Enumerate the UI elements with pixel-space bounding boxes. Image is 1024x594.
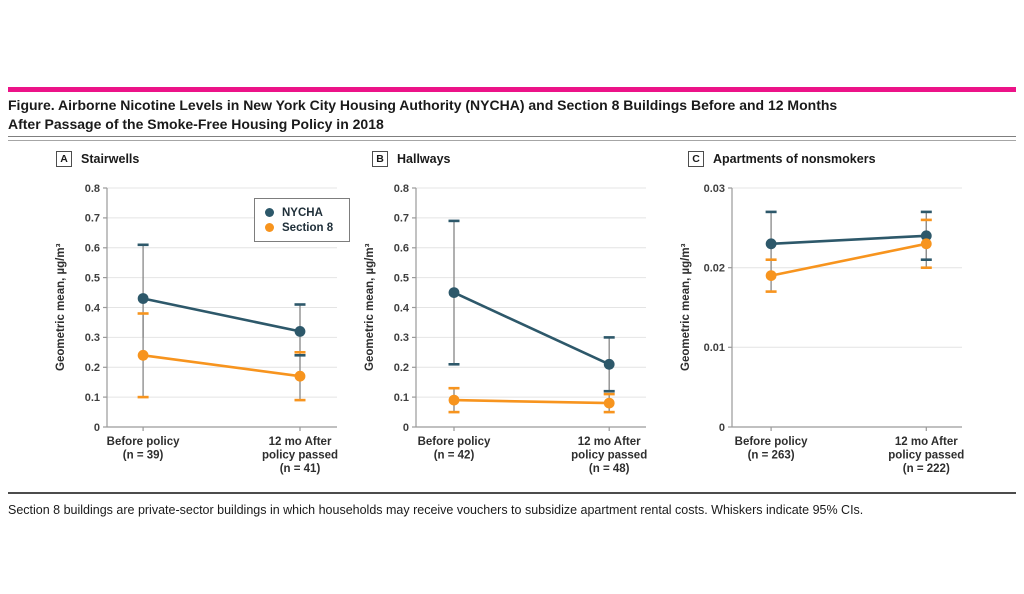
top-accent-bar	[8, 87, 1016, 92]
svg-text:0.1: 0.1	[85, 392, 100, 404]
svg-text:(n = 48): (n = 48)	[589, 463, 630, 475]
panel-c-letter-badge: C	[688, 151, 704, 167]
svg-text:12 mo After: 12 mo After	[578, 436, 641, 448]
section8-marker-icon	[265, 223, 274, 232]
svg-text:0: 0	[94, 422, 100, 434]
svg-text:0.6: 0.6	[394, 243, 409, 255]
svg-text:0.2: 0.2	[85, 362, 100, 374]
svg-text:0.6: 0.6	[85, 243, 100, 255]
svg-text:0.8: 0.8	[85, 183, 100, 195]
svg-text:0.7: 0.7	[85, 213, 100, 225]
title-divider	[8, 136, 1016, 141]
svg-text:0.1: 0.1	[394, 392, 409, 404]
figure-title-line1: Figure. Airborne Nicotine Levels in New …	[8, 97, 838, 113]
svg-text:0.03: 0.03	[704, 183, 725, 195]
svg-text:12 mo After: 12 mo After	[269, 436, 332, 448]
footnote-divider	[8, 492, 1016, 494]
svg-text:policy passed: policy passed	[571, 450, 647, 462]
panel-a-title: Stairwells	[81, 152, 140, 166]
panel-a-header: A Stairwells	[56, 151, 139, 167]
svg-text:0.8: 0.8	[394, 183, 409, 195]
figure-title-line2: After Passage of the Smoke-Free Housing …	[8, 116, 384, 132]
svg-text:0.3: 0.3	[85, 332, 100, 344]
chart-apartments: 0 0.01 0.02 0.03 Before policy (n = 263) 12 mo…	[704, 183, 965, 475]
svg-text:12 mo After: 12 mo After	[895, 436, 958, 448]
svg-text:(n = 41): (n = 41)	[280, 463, 321, 475]
panel-a-letter-badge: A	[56, 151, 72, 167]
legend: NYCHA Section 8	[254, 198, 350, 242]
svg-text:Before policy: Before policy	[107, 436, 180, 448]
svg-text:0: 0	[719, 422, 725, 434]
svg-text:0.02: 0.02	[704, 263, 725, 275]
svg-text:0: 0	[403, 422, 409, 434]
figure-title: Figure. Airborne Nicotine Levels in New …	[8, 96, 1016, 134]
svg-text:(n = 39): (n = 39)	[123, 450, 164, 462]
svg-text:0.7: 0.7	[394, 213, 409, 225]
chart-stairwells: 0 0.1 0.2 0.3 0.4 0.5 0.6 0.7 0.8 Before policy (n…	[85, 183, 338, 475]
legend-label-nycha: NYCHA	[282, 206, 323, 219]
panel-c-title: Apartments of nonsmokers	[713, 152, 876, 166]
svg-text:0.5: 0.5	[394, 272, 409, 284]
legend-item-nycha: NYCHA	[265, 205, 349, 220]
svg-text:(n = 263): (n = 263)	[748, 450, 795, 462]
legend-item-section8: Section 8	[265, 220, 349, 235]
svg-text:Before policy: Before policy	[735, 436, 808, 448]
figure-footnote: Section 8 buildings are private-sector b…	[8, 503, 864, 517]
svg-text:policy passed: policy passed	[262, 450, 338, 462]
svg-text:policy passed: policy passed	[888, 450, 964, 462]
legend-label-section8: Section 8	[282, 221, 334, 234]
svg-text:0.2: 0.2	[394, 362, 409, 374]
nycha-marker-icon	[265, 208, 274, 217]
panel-b-title: Hallways	[397, 152, 451, 166]
svg-text:0.4: 0.4	[85, 302, 101, 314]
svg-text:0.01: 0.01	[704, 342, 725, 354]
svg-text:(n = 222): (n = 222)	[903, 463, 950, 475]
svg-text:0.5: 0.5	[85, 272, 100, 284]
svg-text:0.4: 0.4	[394, 302, 410, 314]
panel-b-letter-badge: B	[372, 151, 388, 167]
panel-c-header: C Apartments of nonsmokers	[688, 151, 876, 167]
panel-b-header: B Hallways	[372, 151, 451, 167]
chart-hallways: 0 0.1 0.2 0.3 0.4 0.5 0.6 0.7 0.8 Before policy (n…	[394, 183, 648, 475]
svg-text:0.3: 0.3	[394, 332, 409, 344]
svg-text:Before policy: Before policy	[418, 436, 491, 448]
svg-text:(n = 42): (n = 42)	[434, 450, 475, 462]
